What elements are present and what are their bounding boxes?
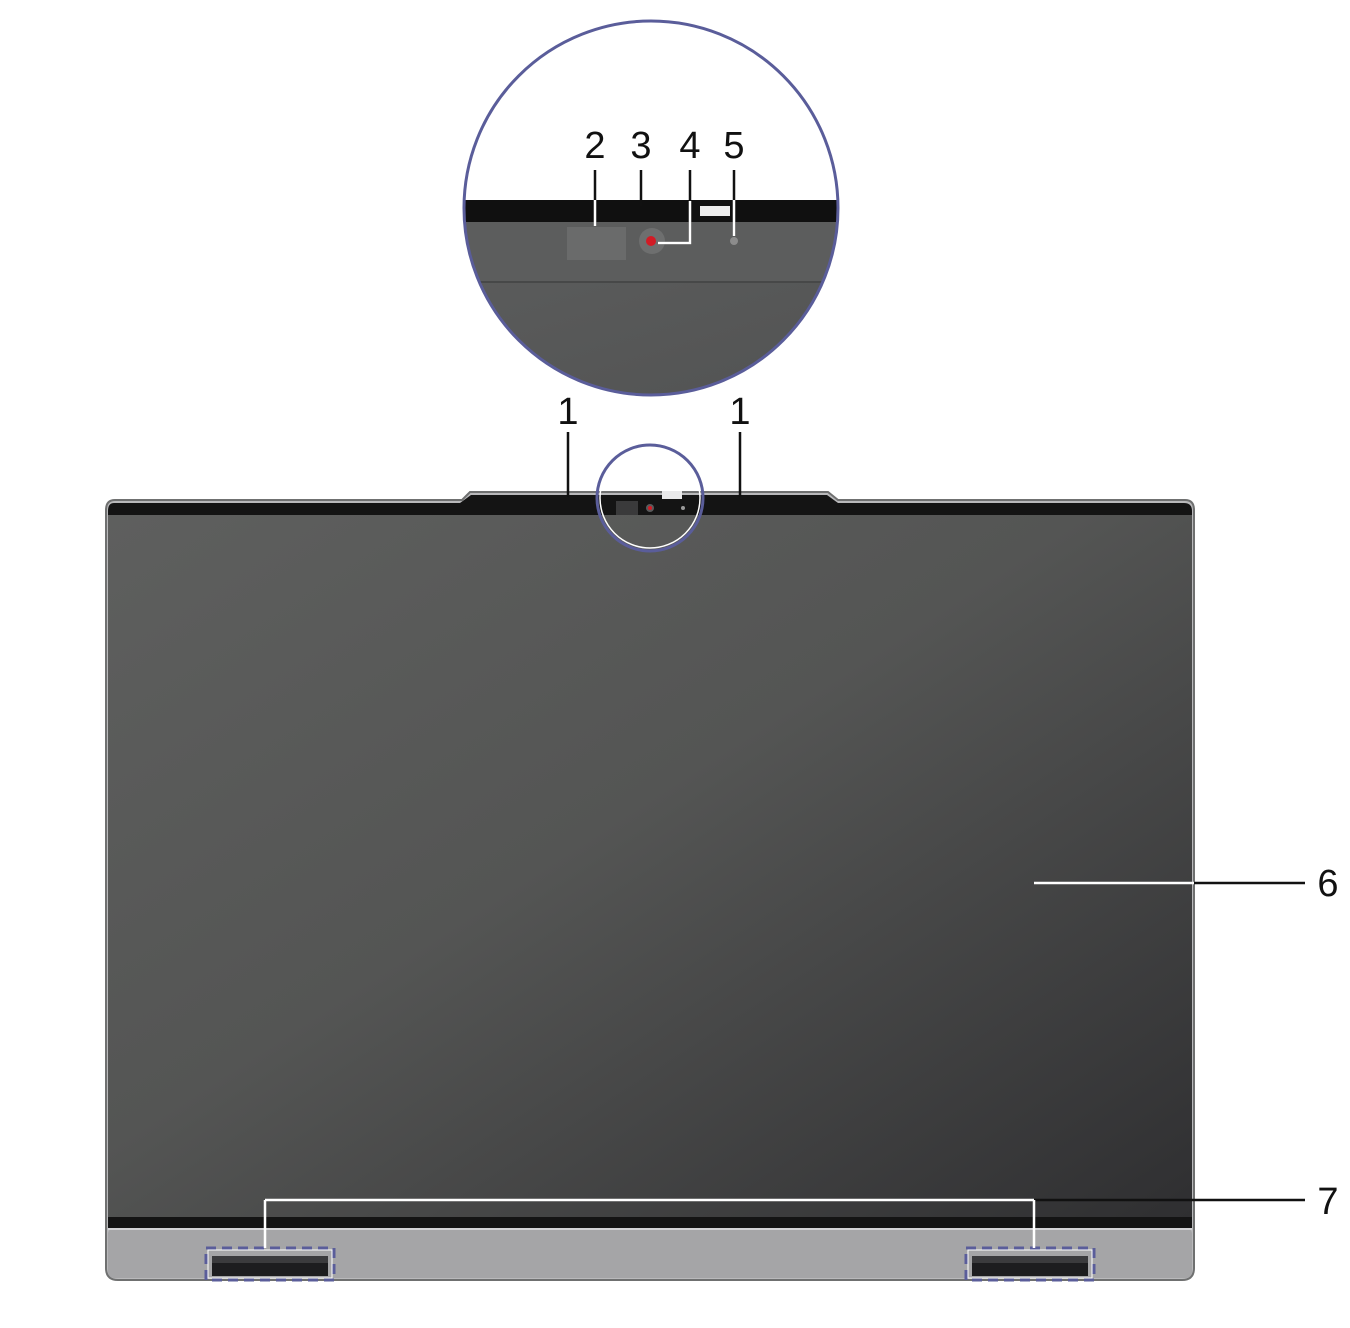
zoom-detail: [462, 19, 840, 397]
laptop-lid: [105, 443, 1195, 1282]
callout-7: 7: [1317, 1181, 1338, 1223]
leader-lines: [263, 170, 1305, 1248]
hinge-strip: [108, 1228, 1192, 1278]
detail-indicator-circle: [595, 443, 705, 553]
antenna-zone-right: [964, 1246, 1096, 1282]
callout-1-left: 1: [557, 391, 578, 433]
callout-3: 3: [630, 125, 651, 167]
light-sensor: [730, 237, 738, 245]
display-screen: [108, 515, 1192, 1217]
callout-6: 6: [1317, 863, 1338, 905]
camera-module-small: [616, 491, 685, 515]
callout-5: 5: [723, 125, 744, 167]
hinge-vent-left: [212, 1256, 328, 1276]
camera-lens: [646, 236, 656, 246]
ir-sensor: [567, 227, 626, 260]
callout-1-right: 1: [729, 391, 750, 433]
antenna-zone-left: [204, 1246, 336, 1282]
callout-4: 4: [679, 125, 700, 167]
hinge-vent-right: [972, 1256, 1088, 1276]
camera-lens-dot: [648, 506, 652, 510]
callout-2: 2: [584, 125, 605, 167]
